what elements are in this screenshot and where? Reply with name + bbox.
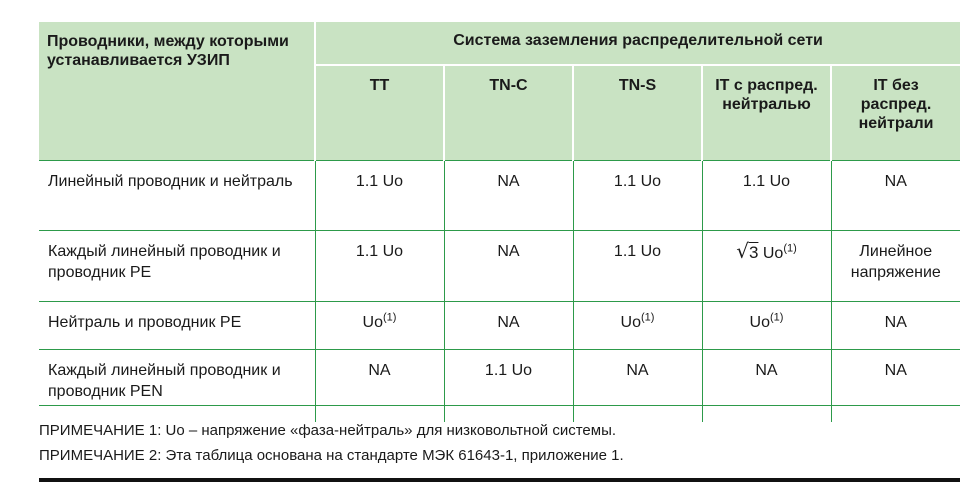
cell-it-with-neutral: 1.1 Uo xyxy=(702,160,832,231)
cell-tn-c: NA xyxy=(444,301,574,350)
square-root-radicand: 3 xyxy=(748,243,759,262)
header-col-tn-s: TN-S xyxy=(573,65,703,161)
cell-tn-s: Uo(1) xyxy=(573,301,703,350)
row-label: Нейтраль и проводник PE xyxy=(39,301,316,350)
header-col-tt: TT xyxy=(315,65,445,161)
header-conductors: Проводники, между которыми устанавливает… xyxy=(39,22,316,161)
cell-tn-c: 1.1 Uo xyxy=(444,349,574,422)
footnote-ref: (1) xyxy=(783,242,797,255)
table-row: Линейный проводник и нейтраль 1.1 Uo NA … xyxy=(39,160,961,231)
unit-uo: Uo xyxy=(749,314,770,331)
note-1: ПРИМЕЧАНИЕ 1: Uo – напряжение «фаза-нейт… xyxy=(39,422,617,439)
cell-tn-c: NA xyxy=(444,160,574,231)
cell-tn-s: NA xyxy=(573,349,703,422)
row-label: Каждый линейный проводник и проводник PE… xyxy=(39,349,316,422)
cell-tt: Uo(1) xyxy=(315,301,445,350)
footnote-ref: (1) xyxy=(383,311,397,324)
cell-tn-s: 1.1 Uo xyxy=(573,160,703,231)
unit-uo: Uo xyxy=(620,314,641,331)
cell-tn-c: NA xyxy=(444,230,574,302)
unit-uo: Uo xyxy=(362,314,383,331)
spd-voltage-table: Проводники, между которыми устанавливает… xyxy=(39,22,961,422)
header-col-it-without-neutral: IT без распред. нейтрали xyxy=(831,65,961,161)
cell-it-with-neutral: √3 Uo(1) xyxy=(702,230,832,302)
header-col-tn-c: TN-C xyxy=(444,65,574,161)
cell-it-without-neutral: NA xyxy=(831,160,961,231)
footnote-ref: (1) xyxy=(641,311,655,324)
row-label: Линейный проводник и нейтраль xyxy=(39,160,316,231)
table-row: Каждый линейный проводник и проводник PE… xyxy=(39,230,961,302)
footnote-ref: (1) xyxy=(770,311,784,324)
cell-tn-s: 1.1 Uo xyxy=(573,230,703,302)
square-root-symbol: √ xyxy=(736,239,749,263)
bottom-divider xyxy=(39,478,960,482)
cell-it-with-neutral: Uo(1) xyxy=(702,301,832,350)
cell-it-without-neutral: NA xyxy=(831,349,961,422)
table-row: Нейтраль и проводник PE Uo(1) NA Uo(1) U… xyxy=(39,301,961,350)
table-notes: ПРИМЕЧАНИЕ 1: Uo – напряжение «фаза-нейт… xyxy=(39,405,960,468)
header-earthing-system: Система заземления распределительной сет… xyxy=(315,22,961,66)
cell-tt: 1.1 Uo xyxy=(315,230,445,302)
unit-uo: Uo xyxy=(762,245,784,262)
cell-it-without-neutral: NA xyxy=(831,301,961,350)
cell-it-with-neutral: NA xyxy=(702,349,832,422)
table-row: Каждый линейный проводник и проводник PE… xyxy=(39,349,961,422)
cell-it-without-neutral: Линейное напряжение xyxy=(831,230,961,302)
note-2: ПРИМЕЧАНИЕ 2: Эта таблица основана на ст… xyxy=(39,447,624,464)
cell-tt: NA xyxy=(315,349,445,422)
cell-tt: 1.1 Uo xyxy=(315,160,445,231)
row-label: Каждый линейный проводник и проводник PE xyxy=(39,230,316,302)
header-col-it-with-neutral: IT с распред. нейтралью xyxy=(702,65,832,161)
